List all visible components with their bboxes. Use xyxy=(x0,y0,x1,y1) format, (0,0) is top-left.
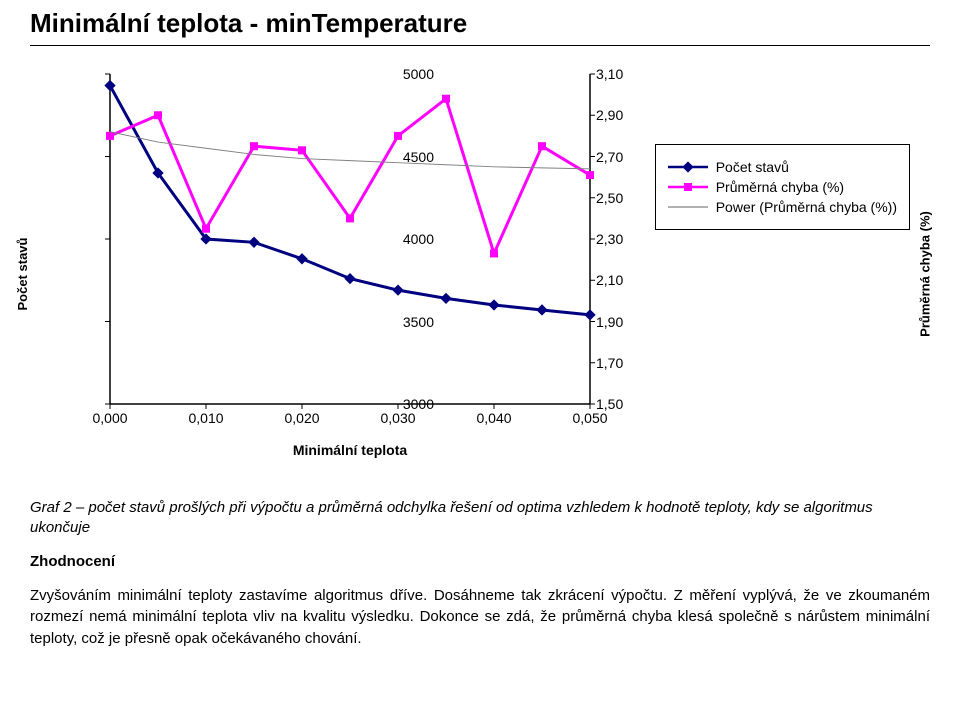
y-right-axis-title: Průměrná chyba (%) xyxy=(918,211,933,337)
x-axis-title: Minimální teplota xyxy=(110,442,590,458)
y-left-tick: 4000 xyxy=(403,231,434,247)
y-right-tick: 1,90 xyxy=(596,314,623,330)
x-tick: 0,000 xyxy=(92,410,127,426)
body-paragraph: Zvyšováním minimální teploty zastavíme a… xyxy=(30,585,930,650)
chart-caption: Graf 2 – počet stavů prošlých při výpočt… xyxy=(30,498,930,539)
y-right-tick: 2,90 xyxy=(596,107,623,123)
x-tick: 0,010 xyxy=(188,410,223,426)
legend-swatch xyxy=(668,199,708,215)
legend: Počet stavů Průměrná chyba (%) Power (Pr… xyxy=(655,144,910,230)
legend-swatch xyxy=(668,159,708,175)
section-heading: Zhodnocení xyxy=(30,553,930,570)
y-right-tick: 1,70 xyxy=(596,355,623,371)
y-right-tick: 2,30 xyxy=(596,231,623,247)
y-left-tick: 3500 xyxy=(403,314,434,330)
legend-label: Počet stavů xyxy=(716,159,789,175)
legend-swatch xyxy=(668,179,708,195)
y-left-tick: 4500 xyxy=(403,149,434,165)
x-tick: 0,030 xyxy=(380,410,415,426)
x-tick: 0,040 xyxy=(476,410,511,426)
legend-label: Power (Průměrná chyba (%)) xyxy=(716,199,897,215)
page-title: Minimální teplota - minTemperature xyxy=(30,8,930,41)
x-tick: 0,020 xyxy=(284,410,319,426)
y-left-tick: 5000 xyxy=(403,66,434,82)
legend-item: Průměrná chyba (%) xyxy=(668,179,897,195)
legend-item: Počet stavů xyxy=(668,159,897,175)
title-underline xyxy=(30,45,930,46)
legend-label: Průměrná chyba (%) xyxy=(716,179,844,195)
x-tick: 0,050 xyxy=(572,410,607,426)
chart: Počet stavů Průměrná chyba (%) Minimální… xyxy=(40,64,920,484)
plot-area xyxy=(110,74,590,404)
legend-item: Power (Průměrná chyba (%)) xyxy=(668,199,897,215)
y-right-tick: 3,10 xyxy=(596,66,623,82)
y-right-tick: 2,70 xyxy=(596,149,623,165)
y-right-tick: 2,50 xyxy=(596,190,623,206)
y-right-tick: 2,10 xyxy=(596,272,623,288)
y-left-axis-title: Počet stavů xyxy=(15,238,30,311)
